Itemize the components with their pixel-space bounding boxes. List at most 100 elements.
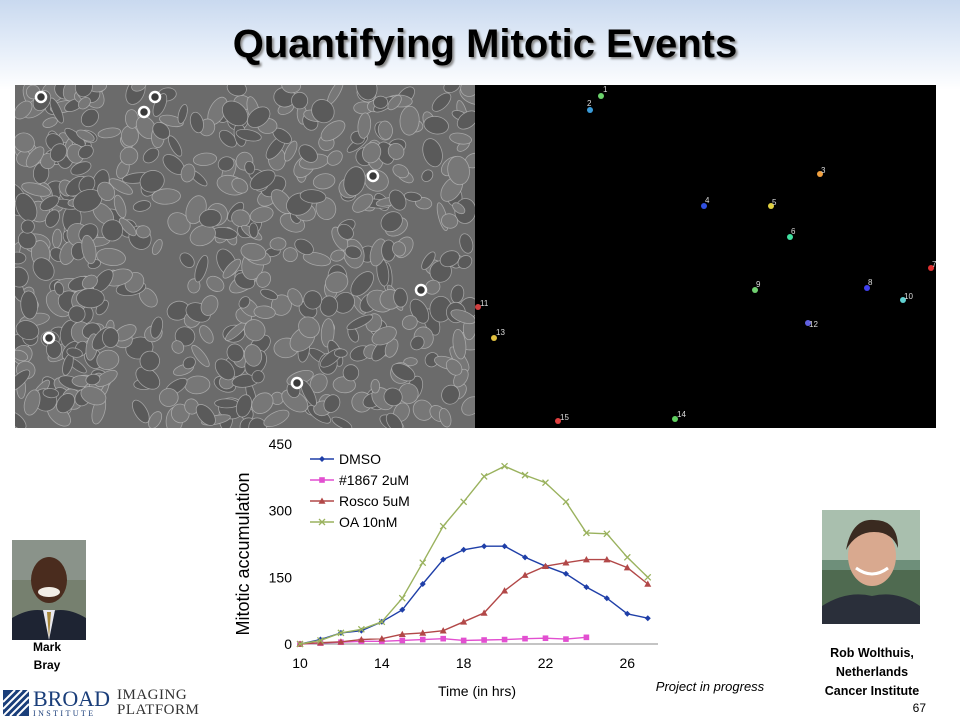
- cell: [189, 224, 216, 247]
- tracked-cell-dot: [805, 320, 811, 326]
- cell: [180, 163, 196, 183]
- tracked-cell-label: 1: [603, 85, 608, 94]
- cell: [200, 295, 219, 316]
- cell: [77, 96, 91, 110]
- tracked-cell-label: 3: [821, 166, 826, 175]
- tracked-cell-dot: [672, 416, 678, 422]
- cell: [142, 147, 160, 164]
- cell: [452, 328, 467, 360]
- tracked-cell-label: 11: [480, 299, 489, 308]
- cell: [357, 112, 372, 139]
- data-point: [378, 618, 386, 626]
- data-point: [440, 635, 446, 642]
- data-point: [398, 630, 406, 638]
- cell: [441, 213, 459, 229]
- tracked-cell-dot: [491, 335, 497, 341]
- cell: [15, 251, 27, 265]
- tracked-cell-label: 5: [772, 198, 777, 207]
- cell: [54, 281, 65, 296]
- cell: [410, 335, 425, 351]
- cell: [243, 344, 263, 367]
- cell: [249, 169, 276, 191]
- cell: [20, 290, 39, 320]
- tracked-cell-dot: [587, 107, 593, 113]
- data-point: [399, 606, 406, 613]
- affiliation-line: Cancer Institute: [824, 684, 920, 698]
- mitotic-cell-ring: [414, 283, 428, 297]
- tracked-cell-dot: [598, 93, 604, 99]
- data-point: [399, 637, 406, 644]
- cell: [330, 249, 346, 262]
- mitotic-chart: 0 150 300 450 10 14 18 22 26 Time (in hrs) Mitotic…: [228, 433, 668, 703]
- cell: [101, 327, 120, 348]
- broad-wordmark: BROAD: [33, 686, 111, 711]
- series-oa-10nm: [296, 462, 652, 648]
- data-point: [501, 636, 508, 643]
- cell: [384, 338, 399, 358]
- cell: [403, 191, 422, 202]
- data-point: [480, 472, 488, 480]
- cell: [333, 291, 355, 314]
- data-point: [583, 634, 590, 641]
- cell: [132, 399, 150, 424]
- x-axis-label: Time (in hrs): [438, 683, 516, 699]
- cell: [337, 223, 354, 240]
- data-point: [521, 571, 529, 578]
- cell: [217, 156, 235, 172]
- cell: [56, 393, 76, 414]
- tracked-cell-dot: [900, 297, 906, 303]
- cell: [20, 219, 35, 234]
- cell: [324, 271, 349, 294]
- name-mark-bray: Mark Bray: [20, 638, 74, 674]
- cell: [49, 97, 64, 124]
- cell: [460, 85, 475, 97]
- cell: [403, 357, 418, 367]
- data-point: [460, 637, 467, 644]
- series-rosco-5um: [296, 556, 652, 647]
- cell: [412, 399, 434, 421]
- cell: [167, 212, 191, 235]
- affiliation-line: Netherlands: [835, 665, 909, 679]
- data-point: [522, 635, 528, 642]
- tracked-cell-label: 13: [496, 328, 505, 337]
- cell: [177, 104, 188, 124]
- tracked-cell-dot: [787, 234, 793, 240]
- cell: [191, 344, 210, 368]
- cell: [249, 206, 274, 223]
- cell: [282, 247, 298, 263]
- cell: [450, 309, 475, 325]
- cell: [449, 132, 472, 145]
- tracked-cell-label: 15: [560, 413, 569, 422]
- cell: [187, 278, 201, 294]
- cell: [253, 305, 276, 319]
- phase-contrast-image: [15, 85, 475, 428]
- tracked-cell-label: 6: [791, 227, 796, 236]
- cell: [392, 241, 406, 257]
- cell: [459, 233, 474, 254]
- cell: [238, 296, 251, 309]
- cell: [49, 143, 68, 163]
- cell: [452, 202, 466, 215]
- cell: [323, 394, 341, 413]
- data-point: [582, 529, 590, 537]
- cell: [421, 169, 434, 182]
- cell: [32, 257, 55, 281]
- cell: [131, 85, 147, 92]
- data-point: [378, 635, 386, 642]
- cell: [298, 144, 318, 163]
- data-point: [319, 477, 325, 483]
- cell: [263, 409, 290, 428]
- cell: [457, 255, 473, 269]
- cell: [291, 91, 309, 110]
- cell: [221, 100, 249, 127]
- data-point: [501, 587, 509, 594]
- series-line: [299, 465, 649, 645]
- cell: [101, 219, 124, 242]
- cell: [15, 320, 40, 341]
- cell: [235, 394, 253, 418]
- cell: [387, 142, 405, 160]
- data-point: [419, 559, 427, 567]
- cell: [139, 350, 160, 372]
- cell: [371, 326, 397, 346]
